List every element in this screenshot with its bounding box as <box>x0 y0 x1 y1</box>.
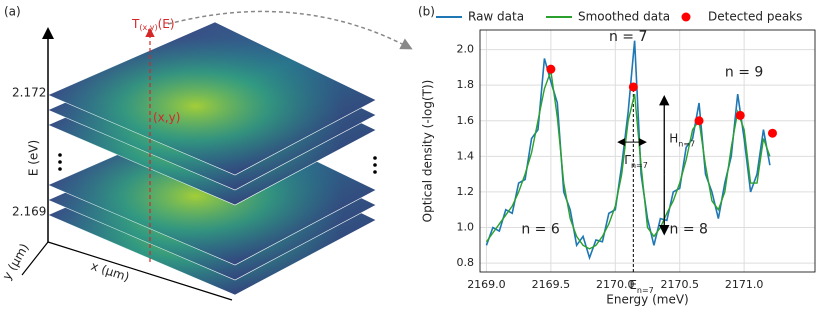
y-tick-label: 1.6 <box>457 114 475 127</box>
energy-tick: 2.172 <box>12 86 46 100</box>
y-tick-label: 1.2 <box>457 185 475 198</box>
plot-frame <box>479 29 816 273</box>
x-tick-label: 2170.5 <box>660 278 699 291</box>
x-tick-label: 2169.5 <box>532 278 571 291</box>
panel-label: (b) <box>418 5 435 19</box>
annotation: Hn=7 <box>669 131 695 148</box>
annotation-sub: n=7 <box>631 160 648 169</box>
data-line <box>485 40 771 261</box>
annotation: En=7 <box>629 278 653 295</box>
legend-label: Raw data <box>468 10 524 24</box>
chart: 0.8 1.0 1.2 1.4 1.6 1.8 2.0 2169.0 2169.5 2170.0 2… <box>418 5 816 307</box>
annotation-main: E <box>629 278 637 292</box>
y-tick-label: 1.0 <box>457 221 475 234</box>
peak-label: n = 6 <box>521 221 560 237</box>
legend-marker <box>681 12 691 22</box>
y-axis-3d <box>21 241 49 276</box>
ellipsis <box>58 153 377 174</box>
peak-marker <box>767 128 777 138</box>
spectral-plane-glow <box>48 22 376 175</box>
y-tick-label: 0.8 <box>457 256 475 269</box>
legend-label: Detected peaks <box>708 10 802 24</box>
signal-label-main: T <box>131 17 140 31</box>
peak-marker <box>546 64 556 74</box>
energy-tick: 2.169 <box>12 205 46 219</box>
peak-marker <box>628 82 638 92</box>
signal-label-suffix: (E) <box>158 17 175 31</box>
peak-marker <box>735 110 745 120</box>
peak-marker <box>694 116 704 126</box>
legend-label: Smoothed data <box>578 10 670 24</box>
peak-label: n = 9 <box>725 65 763 81</box>
annotation-sub: n=7 <box>637 286 654 295</box>
annotation: Γn=7 <box>624 152 648 169</box>
y-label-3d: y (μm) <box>0 241 32 282</box>
data-line <box>485 70 771 250</box>
y-tick-label: 2.0 <box>457 43 475 56</box>
x-axis-3d <box>47 241 233 301</box>
x-tick-label: 2170.0 <box>596 278 635 291</box>
annotation-main: H <box>669 131 678 145</box>
signal-label-sub: (x,y) <box>139 23 157 32</box>
x-axis-label: Energy (meV) <box>606 293 688 307</box>
link-arrow <box>167 10 413 50</box>
y-axis-label: Optical density (-log(T)) <box>421 80 435 223</box>
x-tick-label: 2169.0 <box>467 278 506 291</box>
x-label-3d: x (μm) <box>89 259 131 285</box>
spectral-stack <box>47 21 377 296</box>
peak-label: n = 7 <box>609 29 647 45</box>
signal-label: T(x,y)(E) <box>131 17 175 32</box>
annotation-main: Γ <box>624 152 631 166</box>
pixel-label: (x,y) <box>153 111 180 125</box>
x-tick-label: 2171.0 <box>725 278 764 291</box>
peak-label: n = 8 <box>670 221 708 237</box>
annotation-sub: n=7 <box>678 139 695 148</box>
y-tick-label: 1.8 <box>457 78 475 91</box>
panel-label: (a) <box>4 5 21 19</box>
z-label: E (eV) <box>27 140 41 176</box>
y-tick-label: 1.4 <box>457 149 475 162</box>
